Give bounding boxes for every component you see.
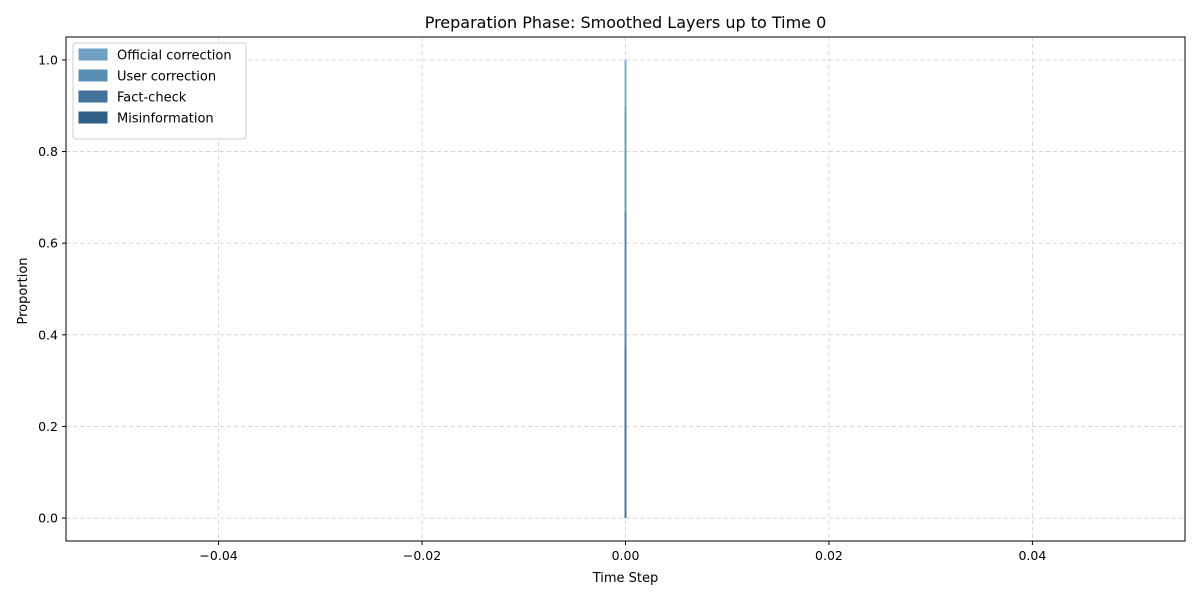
area-layer-misinformation <box>624 348 627 519</box>
legend-label: Fact-check <box>117 91 187 106</box>
x-axis-ticks: −0.04 −0.02 0.00 0.02 0.04 <box>199 541 1046 563</box>
area-layers <box>624 59 627 519</box>
y-tick-label: 1.0 <box>38 52 58 67</box>
y-axis-ticks: 0.0 0.2 0.4 0.6 0.8 1.0 <box>38 52 66 526</box>
y-tick-label: 0.0 <box>38 511 58 526</box>
legend-box <box>72 42 247 140</box>
legend-swatch <box>78 90 108 103</box>
y-axis-title: Proportion <box>16 257 31 324</box>
legend-label: User correction <box>117 70 216 85</box>
y-tick-label: 0.6 <box>38 236 58 251</box>
x-tick-label: −0.04 <box>199 548 237 563</box>
legend-label: Misinformation <box>117 112 214 127</box>
legend-label: Official correction <box>117 49 232 64</box>
legend-swatch <box>78 48 108 61</box>
area-layer-fact-check <box>624 211 627 349</box>
area-layer-user-correction <box>624 105 627 212</box>
x-tick-label: 0.04 <box>1018 548 1046 563</box>
legend-swatch <box>78 111 108 124</box>
legend: Official correction User correction Fact-c… <box>72 42 247 140</box>
y-tick-label: 0.8 <box>38 144 58 159</box>
chart-title: Preparation Phase: Smoothed Layers up to… <box>425 13 827 32</box>
area-layer-official-correction <box>624 59 627 106</box>
x-tick-label: 0.00 <box>612 548 640 563</box>
y-tick-label: 0.4 <box>38 327 58 342</box>
y-tick-label: 0.2 <box>38 419 58 434</box>
x-tick-label: −0.02 <box>403 548 441 563</box>
x-axis-title: Time Step <box>592 571 659 586</box>
x-tick-label: 0.02 <box>815 548 843 563</box>
legend-swatch <box>78 69 108 82</box>
